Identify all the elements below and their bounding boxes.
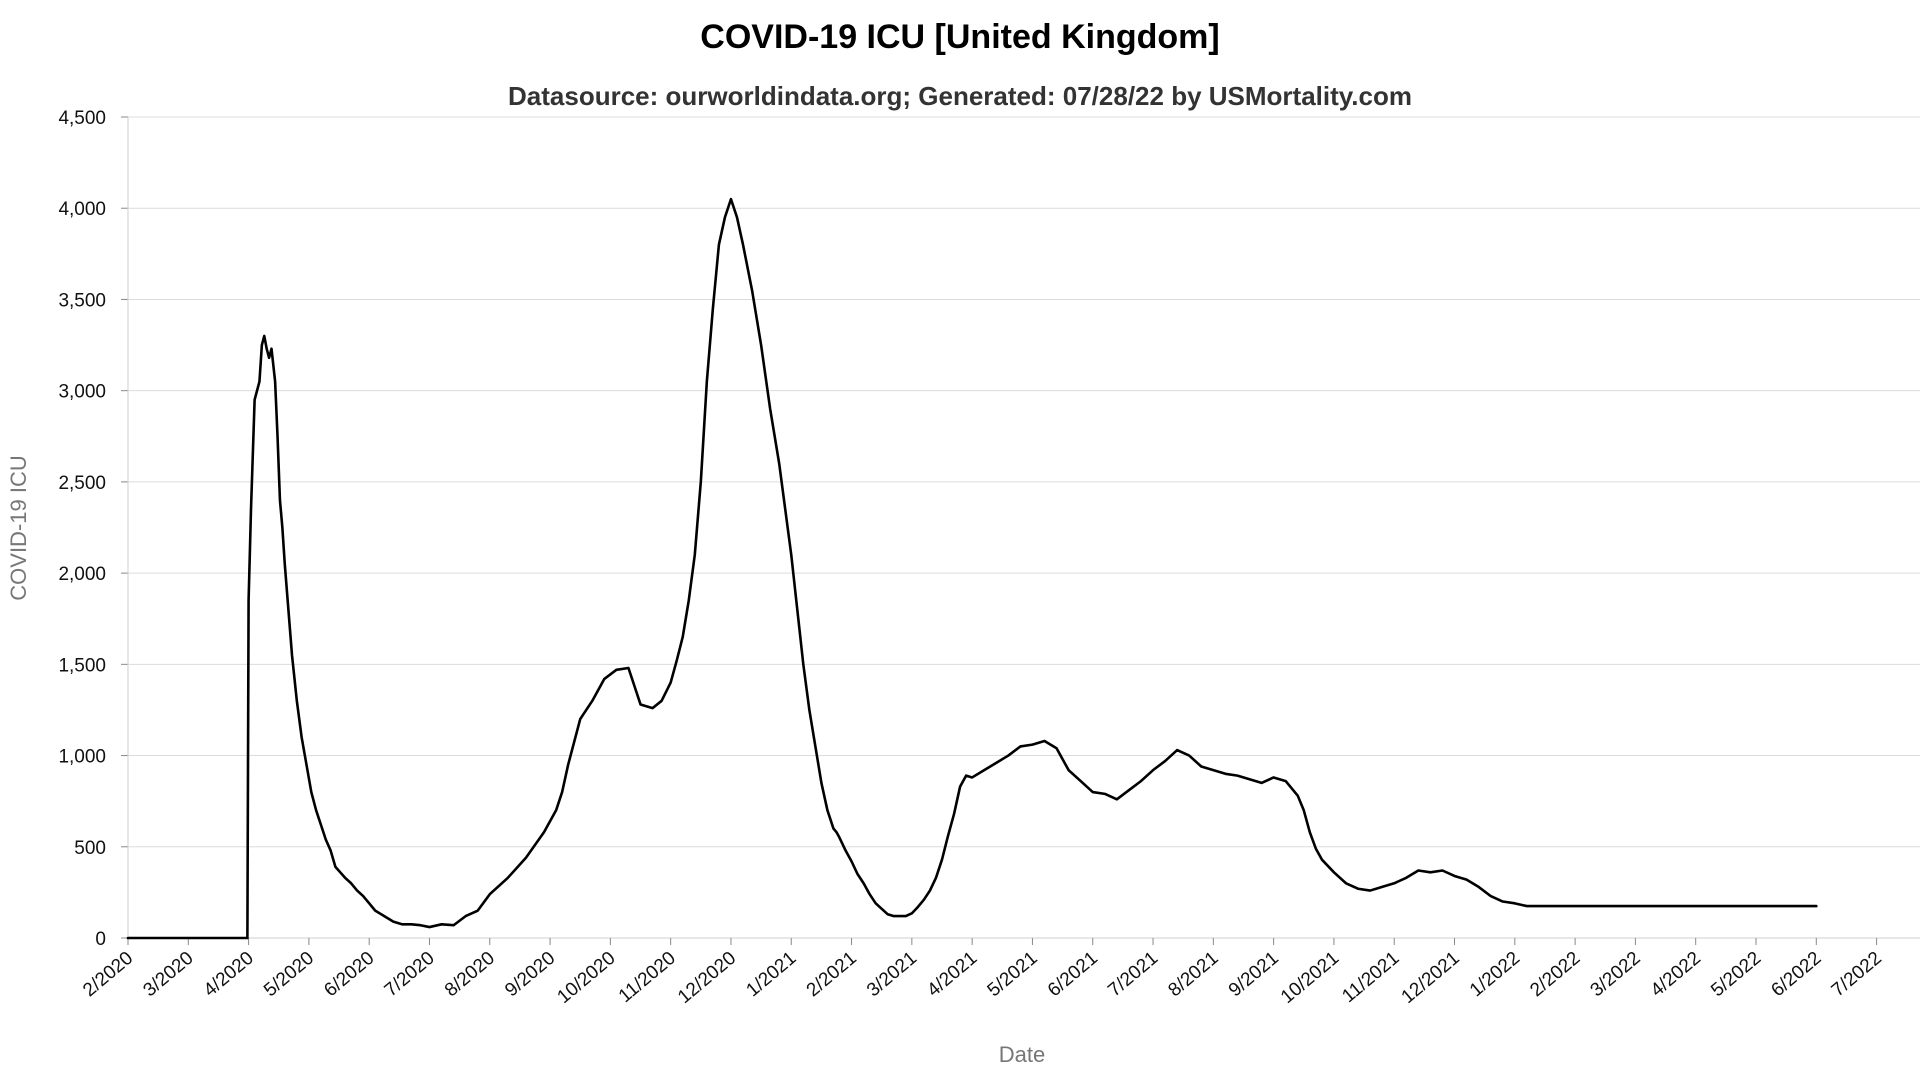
x-tick-label: 5/2022 — [1707, 948, 1765, 1001]
y-tick-label: 4,500 — [58, 108, 106, 129]
y-tick-label: 1,000 — [58, 747, 106, 768]
x-tick-label: 3/2022 — [1587, 948, 1645, 1001]
y-tick-label: 2,500 — [58, 473, 106, 494]
y-axis-title: COVID-19 ICU — [6, 455, 31, 600]
y-tick-label: 3,500 — [58, 290, 106, 311]
x-tick-label: 2/2021 — [803, 948, 861, 1001]
y-tick-label: 2,000 — [58, 564, 106, 585]
y-tick-label: 3,000 — [58, 382, 106, 403]
x-tick-label: 7/2020 — [381, 948, 439, 1001]
x-tick-label: 7/2021 — [1104, 948, 1162, 1001]
x-tick-label: 4/2020 — [200, 948, 258, 1001]
x-tick-label: 12/2020 — [674, 948, 740, 1008]
x-tick-label: 8/2021 — [1165, 948, 1223, 1001]
series-line-covid-19-icu — [126, 197, 1818, 940]
x-tick-label: 10/2020 — [553, 948, 619, 1008]
x-tick-label: 1/2022 — [1466, 948, 1524, 1001]
y-tick-label: 500 — [74, 838, 106, 859]
x-tick-label: 5/2021 — [984, 948, 1042, 1001]
x-tick-label: 12/2021 — [1398, 948, 1464, 1008]
x-axis-title: Date — [999, 1042, 1045, 1067]
x-tick-label: 4/2021 — [923, 948, 981, 1001]
x-tick-label: 1/2021 — [742, 948, 800, 1001]
x-tick-label: 11/2021 — [1338, 948, 1403, 1007]
x-tick-label: 6/2022 — [1767, 948, 1825, 1001]
x-tick-label: 4/2022 — [1647, 948, 1705, 1001]
gridlines — [128, 116, 1920, 939]
y-tick-label: 0 — [95, 929, 106, 950]
x-tick-label: 6/2021 — [1044, 948, 1102, 1001]
x-axis: 2/2020 3/2020 4/2020 5/2020 6/2020 7/2020 8/20… — [79, 938, 1886, 1008]
plot-area — [126, 197, 1818, 940]
chart-subtitle: Datasource: ourworldindata.org; Generate… — [508, 81, 1412, 111]
y-tick-label: 4,000 — [58, 199, 106, 220]
x-tick-label: 9/2020 — [501, 948, 559, 1001]
x-tick-label: 9/2021 — [1225, 948, 1283, 1001]
x-tick-label: 3/2021 — [863, 948, 921, 1001]
x-tick-label: 11/2020 — [615, 948, 680, 1007]
x-tick-label: 2/2022 — [1526, 948, 1584, 1001]
x-tick-label: 5/2020 — [260, 948, 318, 1001]
y-tick-label: 1,500 — [58, 655, 106, 676]
x-tick-label: 2/2020 — [79, 948, 137, 1001]
chart-title: COVID-19 ICU [United Kingdom] — [700, 18, 1219, 56]
x-tick-label: 3/2020 — [139, 948, 197, 1001]
x-tick-label: 8/2020 — [441, 948, 499, 1001]
y-axis: 0 500 1,000 1,500 2,000 2,500 3,000 3,500 4,000 4… — [58, 108, 129, 950]
x-tick-label: 10/2021 — [1277, 948, 1343, 1008]
x-tick-label: 7/2022 — [1828, 948, 1886, 1001]
x-tick-label: 6/2020 — [320, 948, 378, 1001]
